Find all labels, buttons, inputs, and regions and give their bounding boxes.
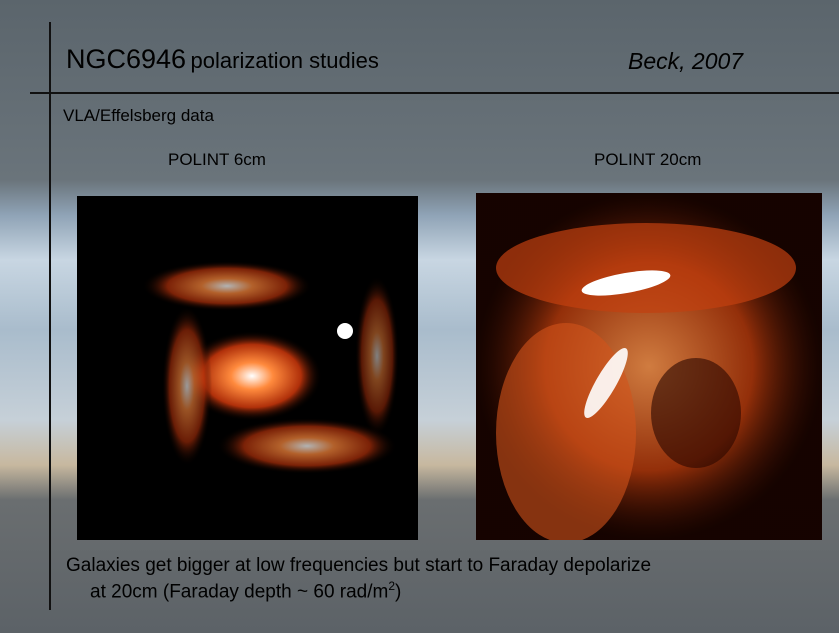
panel-label: POLINT 6cm [168,150,266,170]
title: NGC6946 polarization studies [66,44,379,75]
slide: NGC6946 polarization studies Beck, 2007 … [0,0,839,633]
caption-text: at 20cm (Faraday depth ~ 60 rad/m [90,581,388,602]
subtitle: VLA/Effelsberg data [63,106,214,126]
panel-image [476,193,822,540]
caption-line: at 20cm (Faraday depth ~ 60 rad/m2) [90,579,401,603]
vertical-rule [49,22,51,610]
title-main: NGC6946 [66,44,186,74]
title-rule [30,92,839,94]
panel-image [77,196,418,540]
author: Beck, 2007 [628,48,743,75]
panel-label: POLINT 20cm [594,150,701,170]
caption-line: Galaxies get bigger at low frequencies b… [66,555,651,577]
caption-text: ) [395,581,401,602]
title-sub: polarization studies [191,48,379,73]
